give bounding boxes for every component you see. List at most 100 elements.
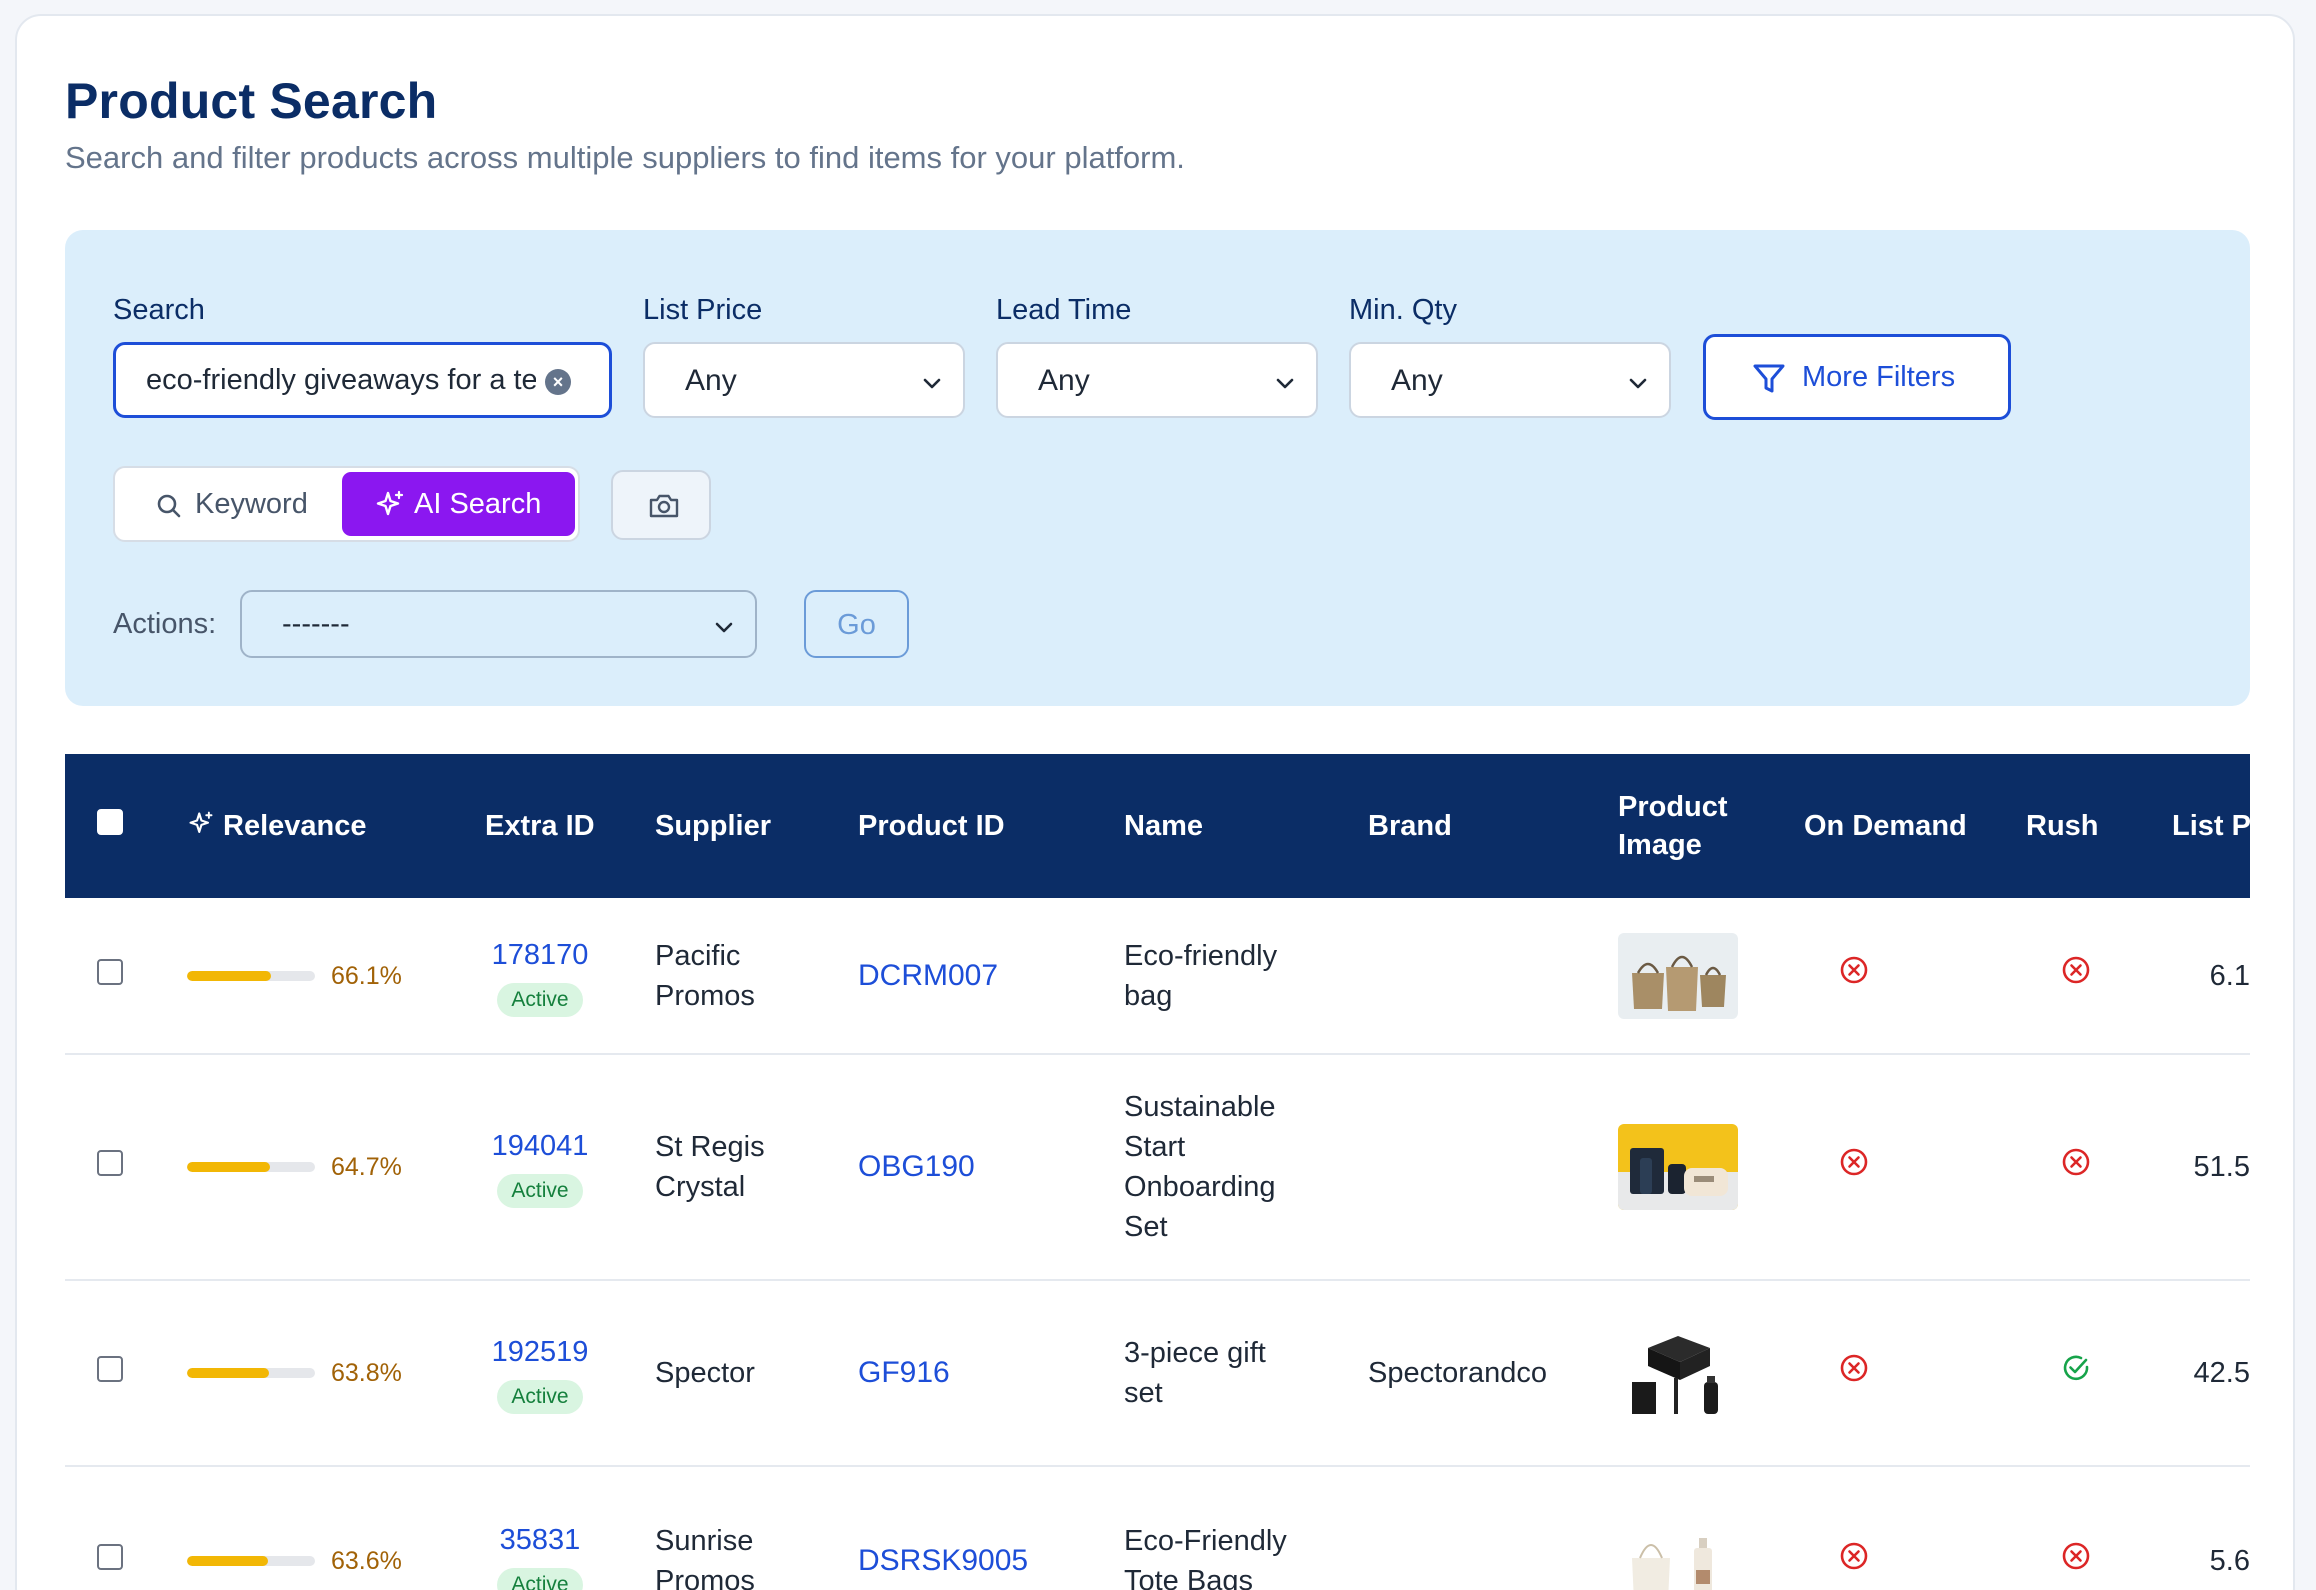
on-demand-header[interactable]: On Demand	[1804, 810, 1967, 842]
on-demand-cell	[1794, 1466, 2016, 1590]
sparkle-icon	[376, 490, 404, 516]
extra-id-cell: 35831 Active	[475, 1466, 645, 1590]
product-image-cell	[1608, 1466, 1794, 1590]
search-field[interactable]: ×	[113, 342, 612, 418]
product-id-link[interactable]: OBG190	[858, 1150, 975, 1183]
product-image[interactable]	[1618, 1124, 1738, 1210]
table-row[interactable]: 63.8% 192519 Active Spector GF916 3-piece gif…	[65, 1280, 2250, 1467]
row-checkbox[interactable]	[97, 958, 123, 985]
supplier-cell: Spector	[645, 1280, 848, 1467]
supplier-cell: Sunrise Promos	[645, 1466, 848, 1590]
product-image-cell	[1608, 1280, 1794, 1467]
select-all-header	[65, 754, 187, 898]
product-id-link[interactable]: DCRM007	[858, 958, 999, 992]
table-row[interactable]: 66.1% 178170 Active Pacific Promos DCRM007 Ec…	[65, 898, 2250, 1055]
product-image[interactable]	[1618, 1518, 1738, 1590]
rush-header[interactable]: Rush	[2026, 810, 2099, 842]
relevance-cell: 63.6%	[187, 1466, 475, 1590]
status-badge: Active	[497, 1380, 583, 1414]
lead-time-select[interactable]: Any	[996, 342, 1318, 418]
go-button[interactable]: Go	[804, 590, 909, 658]
min-qty-value: Any	[1391, 364, 1443, 397]
x-circle-icon	[2061, 956, 2091, 992]
rush-cell	[2016, 1466, 2164, 1590]
name-cell: Sustainable Start Onboarding Set	[1114, 1054, 1358, 1281]
image-search-button[interactable]	[611, 470, 711, 540]
list-price-cell: 6.1	[2164, 898, 2250, 1055]
row-checkbox[interactable]	[97, 1356, 123, 1382]
on-demand-cell	[1794, 898, 2016, 1055]
lead-time-label: Lead Time	[996, 294, 1132, 326]
product-id-link[interactable]: DSRSK9005	[858, 1544, 1029, 1577]
status-badge: Active	[497, 1568, 583, 1590]
extra-id-link[interactable]: 192519	[491, 1336, 589, 1368]
x-circle-icon	[2061, 1148, 2091, 1184]
product-id-link[interactable]: GF916	[858, 1356, 950, 1389]
table-row[interactable]: 64.7% 194041 Active St Regis Crystal OBG190 S…	[65, 1054, 2250, 1281]
extra-id-cell: 192519 Active	[475, 1280, 645, 1467]
list-price-cell: 42.5	[2164, 1280, 2250, 1467]
product-image[interactable]	[1618, 932, 1738, 1019]
extra-id-link[interactable]: 194041	[491, 1130, 589, 1162]
list-price-select[interactable]: Any	[643, 342, 965, 418]
rush-cell	[2016, 1280, 2164, 1467]
clear-search-icon[interactable]: ×	[545, 369, 571, 395]
supplier-header[interactable]: Supplier	[655, 810, 772, 842]
relevance-percent: 66.1%	[331, 961, 402, 990]
lead-time-value: Any	[1038, 364, 1090, 397]
row-checkbox[interactable]	[97, 1544, 123, 1570]
filter-icon	[1753, 364, 1785, 393]
extra-id-header[interactable]: Extra ID	[485, 810, 595, 842]
extra-id-cell: 178170 Active	[475, 898, 645, 1055]
row-checkbox[interactable]	[97, 1150, 123, 1176]
chevron-down-icon	[1276, 378, 1294, 389]
extra-id-cell: 194041 Active	[475, 1054, 645, 1281]
brand-header[interactable]: Brand	[1368, 810, 1452, 842]
sparkle-icon	[189, 811, 213, 833]
product-search-card: Product Search Search and filter product…	[15, 14, 2295, 1590]
select-all-checkbox[interactable]	[97, 809, 123, 835]
row-select-cell	[65, 1280, 187, 1467]
actions-label: Actions:	[113, 608, 217, 640]
brand-cell	[1358, 1466, 1608, 1590]
status-badge: Active	[497, 982, 583, 1017]
relevance-percent: 64.7%	[331, 1153, 402, 1181]
name-cell: 3-piece gift set	[1114, 1280, 1358, 1467]
relevance-bar	[187, 970, 315, 981]
go-label: Go	[837, 609, 876, 641]
x-circle-icon	[1839, 956, 1869, 992]
product-image[interactable]	[1618, 1330, 1738, 1416]
extra-id-link[interactable]: 35831	[499, 1524, 581, 1556]
page-title: Product Search	[65, 73, 438, 129]
table-row[interactable]: 63.6% 35831 Active Sunrise Promos DSRSK9005 E…	[65, 1466, 2250, 1590]
search-input[interactable]	[146, 345, 536, 415]
list-price-header[interactable]: List Pric	[2172, 810, 2250, 842]
chevron-down-icon	[1629, 378, 1647, 389]
brand-cell	[1358, 898, 1608, 1055]
more-filters-button[interactable]: More Filters	[1703, 334, 2011, 420]
on-demand-cell	[1794, 1054, 2016, 1281]
actions-select[interactable]: -------	[240, 590, 757, 658]
min-qty-select[interactable]: Any	[1349, 342, 1671, 418]
x-circle-icon	[2061, 1542, 2091, 1578]
relevance-header[interactable]: Relevance	[187, 754, 475, 898]
extra-id-link[interactable]: 178170	[491, 938, 589, 971]
camera-icon	[649, 494, 679, 518]
product-image-cell	[1608, 898, 1794, 1055]
keyword-mode-button[interactable]: Keyword	[119, 472, 341, 536]
product-id-header[interactable]: Product ID	[858, 810, 1005, 842]
relevance-bar	[187, 1556, 315, 1566]
name-header[interactable]: Name	[1124, 810, 1203, 842]
product-image-cell	[1608, 1054, 1794, 1281]
product-id-cell: DSRSK9005	[848, 1466, 1114, 1590]
search-icon	[157, 494, 181, 518]
ai-search-mode-button[interactable]: AI Search	[342, 472, 575, 536]
relevance-percent: 63.6%	[331, 1547, 402, 1575]
row-select-cell	[65, 1466, 187, 1590]
list-price-cell: 5.6	[2164, 1466, 2250, 1590]
results-table: Relevance Extra ID Supplier Product ID N…	[65, 754, 2250, 1590]
product-id-cell: OBG190	[848, 1054, 1114, 1281]
min-qty-label: Min. Qty	[1349, 294, 1457, 326]
brand-cell	[1358, 1054, 1608, 1281]
row-select-cell	[65, 1054, 187, 1281]
